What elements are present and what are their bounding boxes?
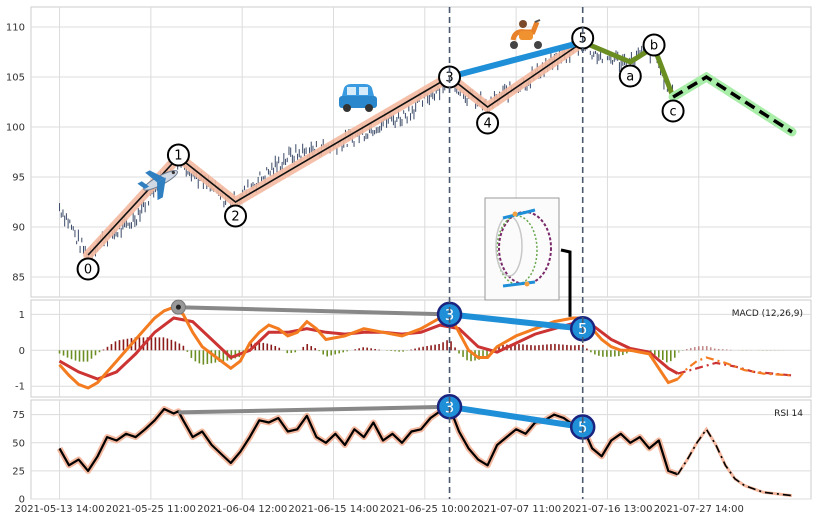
macd-label: MACD (12,26,9)	[732, 309, 803, 319]
wave-label: a	[626, 70, 634, 85]
rsi-forecast-line	[677, 427, 793, 497]
macd-wave-3-5-line	[449, 311, 584, 332]
rsi-y-tick-label: 50	[12, 438, 25, 449]
macd-frame	[30, 299, 812, 398]
ellipse-pattern-inset	[484, 197, 560, 301]
wave-label: b	[650, 39, 658, 54]
scooter-icon	[510, 19, 542, 49]
macd-divergence-line	[178, 305, 450, 317]
macd-y-tick-label: -1	[15, 382, 25, 393]
wave-label-circle	[642, 33, 666, 57]
wave-label: 4	[483, 117, 491, 132]
wave-label-circle	[618, 64, 642, 88]
x-tick-label: 2021-07-07 11:00	[471, 504, 561, 515]
wave-label: c	[669, 105, 676, 120]
wave-label: 0	[84, 263, 92, 278]
macd-wave-marker-label: 3	[445, 306, 455, 324]
wave-3-5-line	[448, 39, 584, 80]
airplane-icon	[137, 170, 178, 201]
divergence-dot-core	[175, 304, 181, 310]
rsi-y-tick-label: 75	[12, 410, 25, 421]
macd-forecast-line	[676, 356, 793, 380]
x-tick-label: 2021-06-15 14:00	[288, 504, 378, 515]
price-y-tick-label: 90	[12, 223, 25, 234]
price-y-tick-label: 110	[6, 23, 25, 34]
x-tick-label: 2021-07-27 14:00	[654, 504, 744, 515]
macd-panel: 35	[58, 248, 793, 390]
wave-label-circle	[661, 99, 685, 123]
inset-connector-line	[560, 248, 572, 317]
wave-path	[87, 41, 584, 256]
wave-label-circle	[76, 257, 100, 281]
forecast-path	[672, 74, 793, 134]
wave-label: 1	[174, 149, 182, 164]
rsi-wave-3-5-line	[449, 403, 584, 430]
price-y-tick-label: 100	[6, 123, 25, 134]
x-tick-label: 2021-06-25 10:00	[380, 504, 470, 515]
decorative-icons	[137, 19, 560, 301]
car-icon	[339, 84, 377, 112]
x-tick-label: 2021-05-13 14:00	[14, 504, 104, 515]
price-y-tick-label: 85	[12, 273, 25, 284]
panel-frames	[30, 6, 812, 500]
x-tick-label: 2021-07-16 13:00	[562, 504, 652, 515]
macd-y-tick-label: 1	[19, 310, 25, 321]
price-panel: 012345abc	[59, 26, 797, 281]
macd-y-tick-label: 0	[19, 346, 25, 357]
vertical-marker-lines	[448, 7, 584, 499]
rsi-y-tick-label: 0	[19, 495, 25, 506]
wave-label: 2	[231, 210, 239, 225]
rsi-y-tick-label: 25	[12, 466, 25, 477]
price-frame	[30, 6, 812, 298]
x-tick-label: 2021-06-04 12:00	[197, 504, 287, 515]
price-y-tick-label: 95	[12, 173, 25, 184]
wave-label-circle	[224, 204, 248, 228]
rsi-label: RSI 14	[774, 409, 803, 419]
axis-ticks: 2021-05-13 14:00 2021-05-25 11:00 2021-06-…	[6, 23, 803, 516]
rsi-divergence-line	[178, 404, 450, 415]
wave-label-circle	[166, 143, 190, 167]
wave-label-circle	[476, 111, 500, 135]
correction-path	[581, 39, 676, 98]
x-tick-label: 2021-05-25 11:00	[106, 504, 196, 515]
price-y-tick-label: 105	[6, 73, 25, 84]
